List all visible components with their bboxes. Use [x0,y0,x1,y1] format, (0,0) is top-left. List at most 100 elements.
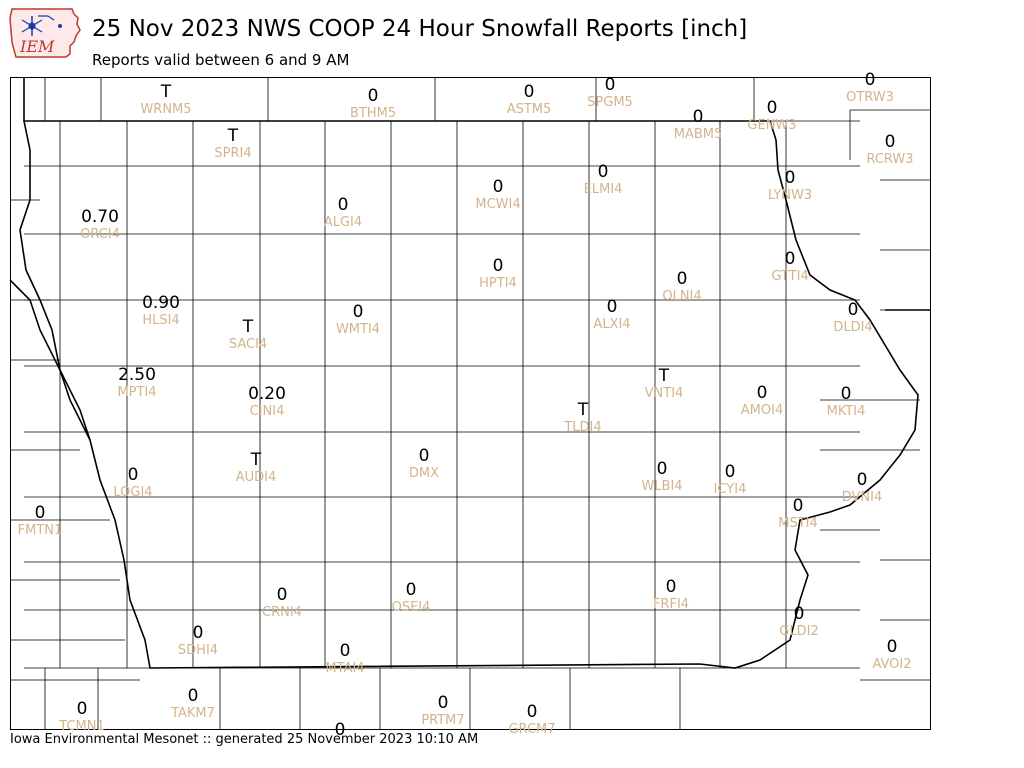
station-value: 0 [725,462,736,482]
station-id: BTHM5 [350,106,396,121]
station-id: ICYI4 [714,482,747,497]
logo-text: IEM [19,37,55,56]
station-id: AUDI4 [236,470,277,485]
station-value: 0 [848,300,859,320]
station-value: 0 [857,470,868,490]
station-value: 0 [885,132,896,152]
station-value: 0 [406,580,417,600]
station-id: MPTI4 [117,385,156,400]
state-borders [9,78,930,669]
weather-station-icon [21,15,62,36]
station-id: WMTI4 [336,322,380,337]
station-value: 0 [335,720,346,740]
station-value: 0 [757,383,768,403]
station-id: OTRW3 [846,90,894,105]
station-id: SPRI4 [214,146,251,161]
station-value: 0 [493,177,504,197]
station-id: GENW3 [747,118,796,133]
station-value: 0.20 [248,384,286,404]
station-id: CRNI4 [262,605,302,620]
iowa-outline-icon [9,8,81,58]
station-id: HPTI4 [479,276,517,291]
station-value: 0 [338,195,349,215]
station-value: 0 [524,82,535,102]
station-id: RCRW3 [866,152,913,167]
station-id: LYNW3 [768,188,812,203]
station-value: 0 [793,496,804,516]
station-id: DMX [409,466,439,481]
footer-credit: Iowa Environmental Mesonet :: generated … [10,732,479,747]
map-subtitle: Reports valid between 6 and 9 AM [92,51,350,69]
station-value: 0 [598,162,609,182]
station-id: GRCM7 [508,722,555,737]
station-id: DVNI4 [842,490,883,505]
station-id: TCMN1 [58,719,104,734]
station-id: AMOI4 [741,403,783,418]
station-value: 0 [677,269,688,289]
station-value: T [658,366,670,386]
station-value: 0 [785,249,796,269]
station-id: ELMI4 [584,182,623,197]
station-id: MABM5 [674,127,723,142]
station-id: ALGI4 [324,215,362,230]
station-value: 0 [693,107,704,127]
station-value: T [160,82,172,102]
station-value: 0 [657,459,668,479]
station-id: MCWI4 [475,197,520,212]
station-value: T [250,450,262,470]
station-value: 0 [785,168,796,188]
station-value: 0 [865,70,876,90]
station-id: AVOI2 [872,657,911,672]
station-value: 0 [35,503,46,523]
station-id: SPGM5 [587,95,633,110]
station-value: 0 [493,256,504,276]
station-value: 2.50 [118,365,156,385]
station-value: 0 [277,585,288,605]
station-id: WRNM5 [140,102,191,117]
station-id: MKTI4 [827,404,866,419]
station-layer: TWRNM50BTHM50ASTM50SPGM50OTRW30MABM50GEN… [18,70,914,740]
station-id: GTTI4 [771,269,808,284]
station-id: PRTM7 [421,713,464,728]
station-id: SACI4 [229,337,267,352]
station-id: ORCI4 [80,227,120,242]
station-value: 0 [368,86,379,106]
station-id: WLBI4 [641,479,682,494]
station-value: 0 [607,297,618,317]
station-value: 0 [353,302,364,322]
station-id: FRFI4 [653,597,689,612]
